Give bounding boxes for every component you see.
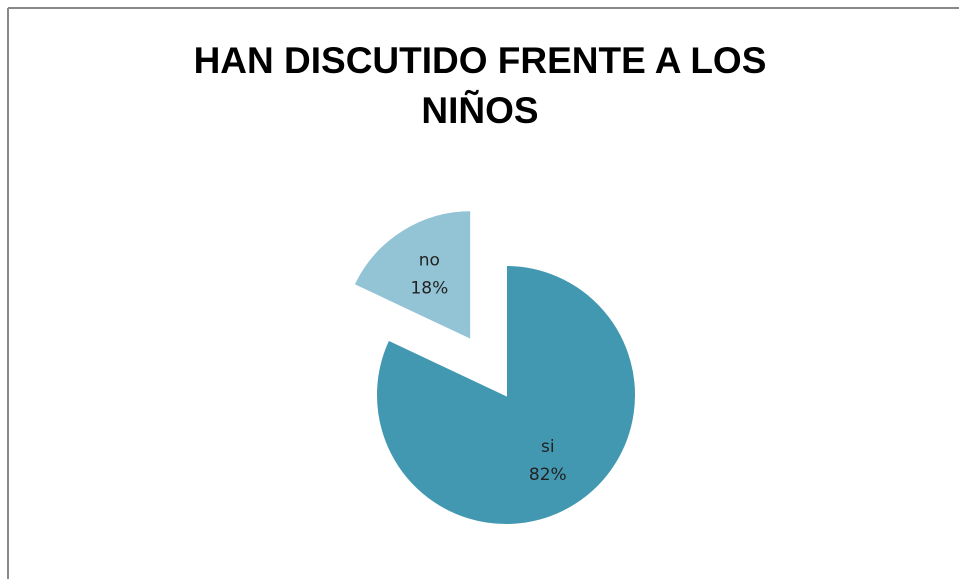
pie-slice: [352, 209, 473, 342]
pie-slice: [375, 263, 637, 526]
chart-title: HAN DISCUTIDO FRENTE A LOS NIÑOS: [193, 40, 767, 131]
slice-category-label: no: [419, 250, 440, 270]
slice-value-label: 18%: [410, 278, 448, 298]
slice-value-label: 82%: [529, 465, 567, 485]
slice-category-label: si: [541, 437, 555, 457]
